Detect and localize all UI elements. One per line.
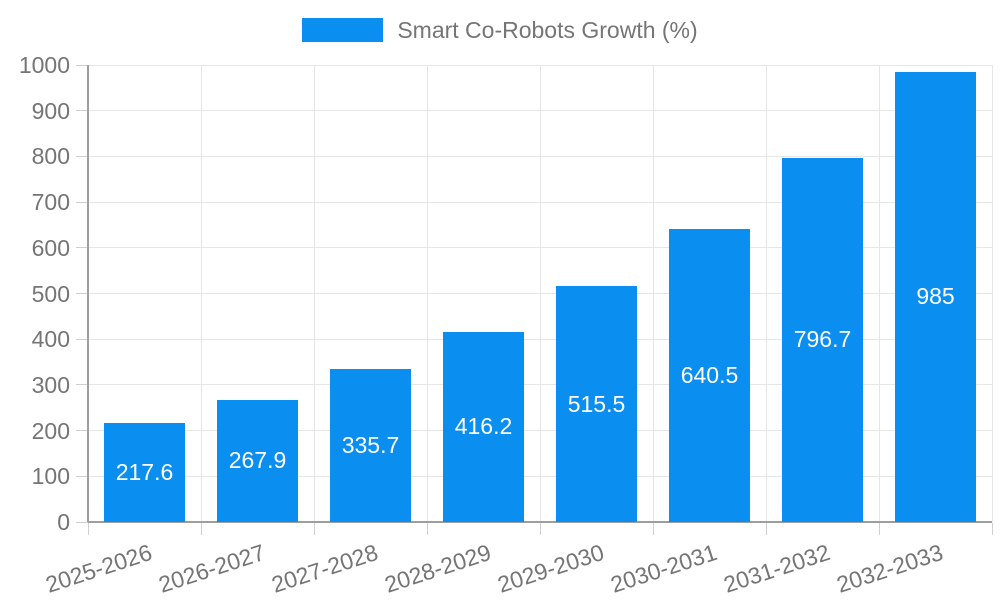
x-tick: [200, 523, 202, 535]
x-gridline: [539, 65, 541, 522]
bar-value-label: 416.2: [454, 413, 513, 440]
y-axis-label: 600: [31, 234, 70, 261]
y-tick: [76, 521, 88, 523]
bar-2028-2029: 416.2: [443, 331, 524, 522]
x-axis-label: 2027-2028: [267, 539, 381, 598]
legend-swatch: [302, 18, 384, 42]
y-axis-label: 200: [31, 417, 70, 444]
bar-value-label: 267.9: [228, 447, 287, 474]
y-tick: [76, 293, 88, 294]
bar-2025-2026: 217.6: [104, 422, 185, 522]
bar-2029-2030: 515.5: [556, 286, 637, 522]
legend-label: Smart Co-Robots Growth (%): [397, 16, 698, 43]
y-tick: [76, 384, 88, 386]
x-axis-label: 2030-2031: [606, 539, 720, 598]
x-gridline: [991, 65, 993, 522]
bar-value-label: 985: [916, 283, 955, 310]
x-axis-label: 2025-2026: [41, 539, 155, 598]
x-axis-label: 2028-2029: [380, 539, 494, 598]
bar-2027-2028: 335.7: [330, 368, 411, 522]
y-axis-label: 0: [57, 509, 70, 535]
y-axis-label: 300: [31, 371, 70, 398]
x-gridline: [878, 65, 880, 522]
bar-value-label: 796.7: [793, 326, 852, 353]
x-tick: [652, 523, 654, 535]
y-axis-label: 900: [31, 97, 70, 124]
y-axis-label: 700: [31, 189, 70, 216]
y-tick: [76, 475, 88, 477]
x-tick: [765, 523, 767, 535]
x-gridline: [765, 65, 767, 522]
y-tick: [76, 201, 88, 203]
legend[interactable]: Smart Co-Robots Growth (%): [0, 14, 1000, 46]
y-axis-label: 100: [31, 463, 70, 490]
x-axis-line: [88, 521, 992, 523]
bar-value-label: 640.5: [680, 362, 739, 389]
x-axis-label: 2032-2033: [832, 539, 946, 598]
y-axis-label: 500: [31, 280, 70, 307]
x-gridline: [313, 65, 315, 522]
x-axis-label: 2031-2032: [719, 539, 833, 598]
y-axis-label: 400: [31, 326, 70, 353]
x-tick: [878, 523, 880, 535]
bar-value-label: 335.7: [341, 431, 400, 458]
x-tick: [313, 523, 315, 535]
y-tick: [76, 155, 88, 157]
bar-2032-2033: 985: [895, 71, 976, 522]
x-gridline: [200, 65, 202, 522]
y-tick: [76, 247, 88, 249]
x-axis-label: 2029-2030: [493, 539, 607, 598]
y-tick: [76, 110, 88, 112]
x-tick: [539, 523, 541, 535]
y-axis-label: 800: [31, 143, 70, 170]
bar-2030-2031: 640.5: [669, 229, 750, 522]
y-axis-line: [87, 65, 89, 522]
x-tick: [426, 523, 428, 535]
bar-value-label: 217.6: [115, 458, 174, 485]
x-gridline: [426, 65, 428, 522]
y-axis-label: 1000: [18, 52, 70, 78]
y-tick: [76, 338, 88, 340]
x-gridline: [652, 65, 654, 522]
x-tick: [87, 523, 89, 535]
bar-2031-2032: 796.7: [782, 157, 863, 522]
x-tick: [991, 523, 993, 535]
y-tick: [76, 430, 88, 432]
y-tick: [76, 64, 88, 66]
x-axis-label: 2026-2027: [154, 539, 268, 598]
bar-2026-2027: 267.9: [217, 399, 298, 522]
bar-value-label: 515.5: [567, 390, 626, 417]
